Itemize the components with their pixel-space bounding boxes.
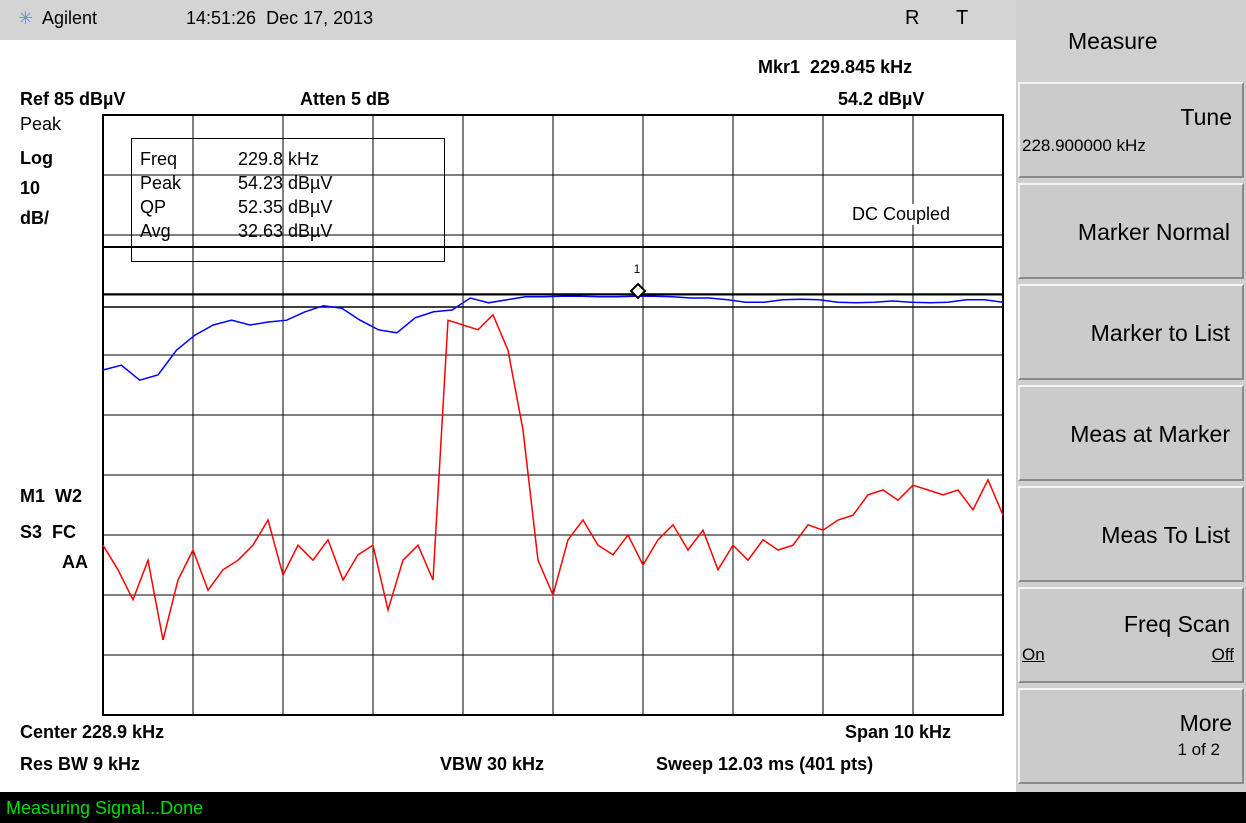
scale-value: 10 bbox=[20, 178, 41, 198]
readout-value: 52.35 dBµV bbox=[238, 197, 333, 217]
readout-label: QP bbox=[140, 197, 167, 217]
softkey-label: Tune bbox=[1180, 104, 1232, 130]
marker-number: 1 bbox=[634, 262, 641, 276]
scale-type: Log bbox=[20, 148, 53, 168]
logo: ✳ bbox=[18, 8, 34, 28]
softkey[interactable]: Meas at Marker bbox=[1018, 385, 1244, 481]
trace-mode: S3 FC bbox=[20, 522, 77, 542]
softkey-sub: 1 of 2 bbox=[1177, 740, 1220, 759]
marker bbox=[629, 282, 647, 300]
readout-label: Avg bbox=[140, 221, 171, 241]
status-bar: Measuring Signal...Done bbox=[0, 792, 1246, 823]
trace bbox=[102, 295, 1004, 382]
softkey-option: Off bbox=[1211, 645, 1234, 664]
span: Span 10 kHz bbox=[845, 722, 952, 742]
softkey-option: On bbox=[1022, 645, 1045, 664]
softkey-label: More bbox=[1179, 710, 1232, 736]
softkey[interactable]: Meas To List bbox=[1018, 486, 1244, 582]
softkey[interactable]: Tune 228.900000 kHz bbox=[1018, 82, 1244, 178]
display: 1 bbox=[102, 114, 1004, 716]
brand: Agilent bbox=[42, 8, 98, 28]
softkey-label: Marker Normal bbox=[1077, 219, 1230, 245]
flag: T bbox=[956, 7, 969, 29]
softkey-label: Freq Scan bbox=[1123, 611, 1230, 637]
status-text: Measuring Signal...Done bbox=[6, 798, 204, 818]
marker-level: 54.2 dBµV bbox=[838, 89, 925, 109]
marker-freq: Mkr1 229.845 kHz bbox=[758, 57, 913, 77]
softkey[interactable]: Freq Scan On Off bbox=[1018, 587, 1244, 683]
readout-label: Freq bbox=[140, 149, 178, 169]
softkey-sub: 228.900000 kHz bbox=[1022, 136, 1146, 155]
softkey[interactable]: Marker Normal bbox=[1018, 183, 1244, 279]
vbw: VBW 30 kHz bbox=[440, 754, 545, 774]
readout-label: Peak bbox=[140, 173, 182, 193]
softkey-label: Meas To List bbox=[1101, 522, 1230, 548]
readout-box: Freq 229.8 kHz Peak 54.23 dBµV QP 52.35 dBµV A… bbox=[131, 138, 445, 262]
softkey[interactable]: Marker to List bbox=[1018, 284, 1244, 380]
detector: Peak bbox=[20, 114, 62, 134]
readout-value: 32.63 dBµV bbox=[238, 221, 333, 241]
trace bbox=[102, 313, 1004, 641]
ref-level: Ref 85 dBµV bbox=[20, 89, 126, 109]
center-freq: Center 228.9 kHz bbox=[20, 722, 165, 742]
readout-value: 229.8 kHz bbox=[238, 149, 320, 169]
flag: R bbox=[905, 7, 920, 29]
softkey-label: Marker to List bbox=[1090, 320, 1230, 346]
softkey[interactable]: More 1 of 2 bbox=[1018, 688, 1244, 784]
attenuation: Atten 5 dB bbox=[300, 89, 390, 109]
title-bar: ✳ Agilent 14:51:26 Dec 17, 2013 R T bbox=[0, 0, 1016, 40]
traces bbox=[102, 295, 1004, 641]
readout-value: 54.23 dBµV bbox=[238, 173, 333, 193]
datetime: 14:51:26 Dec 17, 2013 bbox=[186, 8, 374, 28]
softkey-panel: Measure Tune 228.900000 kHz Marker Normal M… bbox=[1016, 0, 1246, 792]
rbw: Res BW 9 kHz bbox=[20, 754, 141, 774]
scale-unit: dB/ bbox=[20, 208, 49, 228]
coupling: DC Coupled bbox=[852, 204, 951, 225]
sweep: Sweep 12.03 ms (401 pts) bbox=[656, 754, 874, 774]
graticule bbox=[103, 115, 1003, 715]
trace-mode: AA bbox=[62, 552, 88, 572]
trace-mode: M1 W2 bbox=[20, 486, 83, 506]
softkey-label: Meas at Marker bbox=[1070, 421, 1230, 447]
menu-title: Measure bbox=[1068, 28, 1158, 54]
